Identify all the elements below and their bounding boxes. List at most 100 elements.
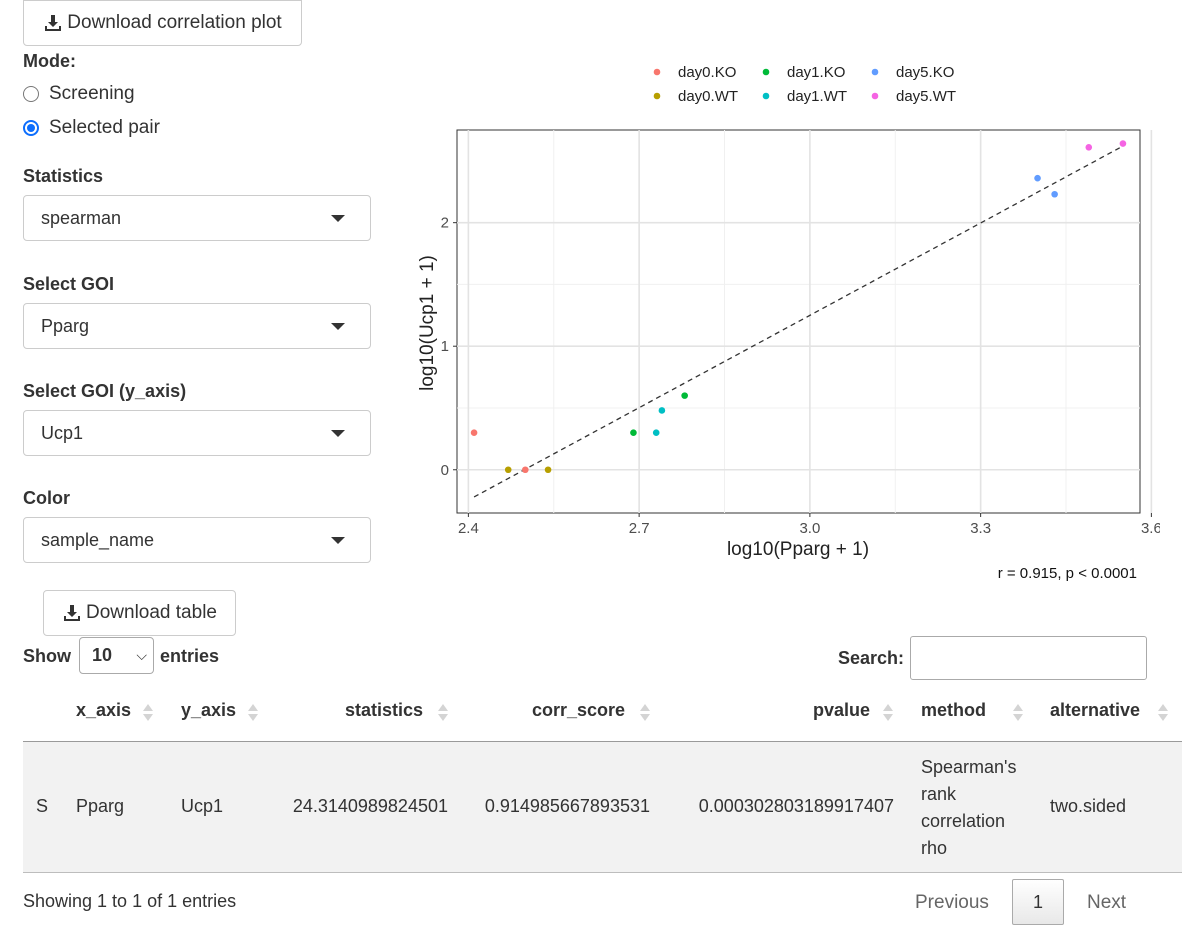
radio-screening-indicator[interactable]	[23, 86, 39, 102]
column-header-y-axis[interactable]: y_axis	[181, 700, 237, 720]
goi-select[interactable]: Pparg	[23, 303, 371, 349]
page-1-button[interactable]: 1	[1012, 879, 1064, 925]
data-point	[1051, 190, 1058, 198]
correlation-annotation: r = 0.915, p < 0.0001	[998, 565, 1137, 582]
legend-key	[762, 68, 770, 76]
cell-corr-score: 0.914985667893531	[484, 796, 650, 816]
search-label: Search:	[838, 648, 905, 668]
color-select[interactable]: sample_name	[23, 517, 371, 563]
x-tick-label: 3.0	[799, 520, 820, 537]
cell-x-axis: Pparg	[76, 796, 125, 816]
chevron-down-icon: ⌵	[136, 647, 147, 663]
column-header-x-axis[interactable]: x_axis	[76, 700, 132, 720]
cell-pvalue: 0.000302803189917407	[698, 796, 894, 816]
column-header-statistics[interactable]: statistics	[345, 700, 424, 720]
plot-panel	[456, 129, 1141, 514]
data-point	[681, 392, 688, 399]
previous-button[interactable]: Previous	[915, 892, 989, 913]
cell-y-axis: Ucp1	[181, 796, 224, 816]
legend-label: day0.KO	[678, 64, 736, 81]
cell-statistics: 24.3140989824501	[292, 796, 448, 816]
sort-icon[interactable]	[1013, 703, 1023, 723]
legend-key	[653, 92, 661, 100]
legend-label: day1.KO	[787, 64, 845, 81]
sort-icon[interactable]	[248, 703, 258, 723]
statistics-select[interactable]: spearman	[23, 195, 371, 241]
radio-selected-pair-indicator[interactable]	[23, 120, 39, 136]
data-point	[544, 466, 552, 474]
caret-down-icon	[331, 537, 345, 544]
x-tick-label: 3.6	[1141, 520, 1160, 537]
download-plot-label: Download correlation plot	[67, 12, 282, 33]
legend-key	[653, 68, 661, 76]
y-axis-label: log10(Ucp1 + 1)	[417, 255, 438, 391]
caret-down-icon	[331, 215, 345, 222]
table-info: Showing 1 to 1 of 1 entries	[23, 891, 237, 911]
correlation-plot: day0.KO day1.KO day5.KO day0.WT day1.WT day5.…	[417, 64, 1160, 582]
sort-icon[interactable]	[438, 703, 448, 723]
goi-y-select[interactable]: Ucp1	[23, 410, 371, 456]
search-input[interactable]	[910, 636, 1147, 680]
cell-alternative: two.sided	[1050, 796, 1127, 816]
goi-label: Select GOI	[23, 274, 115, 294]
caret-down-icon	[331, 323, 345, 330]
column-header-corr-score[interactable]: corr_score	[532, 700, 626, 720]
sort-icon[interactable]	[143, 703, 153, 723]
table-bottom-divider	[23, 872, 1182, 873]
legend-key	[871, 68, 879, 76]
goi-y-label: Select GOI (y_axis)	[23, 381, 187, 401]
sort-icon[interactable]	[883, 703, 893, 723]
legend-label: day0.WT	[678, 88, 738, 105]
trend-line	[473, 145, 1124, 498]
goi-value: Pparg	[41, 315, 90, 336]
column-header-method[interactable]: method	[921, 700, 986, 720]
color-label: Color	[23, 488, 70, 508]
table-header-divider	[23, 741, 1182, 742]
column-header-pvalue[interactable]: pvalue	[813, 700, 871, 720]
data-point	[1119, 140, 1127, 147]
y-tick-label: 0	[441, 462, 449, 479]
download-table-button[interactable]: Download table	[43, 590, 236, 636]
legend-label: day5.WT	[896, 88, 956, 105]
download-icon	[64, 605, 80, 621]
x-tick-label: 3.3	[970, 520, 991, 537]
radio-selected-pair[interactable]: Selected pair	[23, 117, 160, 139]
column-header-alternative[interactable]: alternative	[1050, 700, 1141, 720]
sort-icon[interactable]	[640, 703, 650, 723]
x-axis-label: log10(Pparg + 1)	[727, 539, 869, 560]
data-point	[652, 429, 660, 436]
radio-screening[interactable]: Screening	[23, 83, 135, 105]
data-point	[504, 466, 512, 474]
data-point	[658, 407, 666, 414]
data-point	[522, 466, 529, 474]
caret-down-icon	[331, 430, 345, 437]
download-plot-button[interactable]: Download correlation plot	[23, 0, 302, 46]
legend-label: day5.KO	[896, 64, 954, 81]
cell-prefix: S	[36, 796, 49, 816]
data-point	[1034, 174, 1041, 182]
points	[470, 140, 1127, 474]
mode-label: Mode:	[23, 51, 76, 71]
show-label: Show	[23, 646, 71, 666]
statistics-label: Statistics	[23, 166, 104, 186]
page-size-value: 10	[92, 645, 113, 665]
goi-y-value: Ucp1	[41, 422, 84, 443]
legend-key	[871, 92, 879, 100]
x-tick-label: 2.4	[458, 520, 479, 537]
download-icon	[45, 15, 62, 31]
color-value: sample_name	[41, 529, 155, 550]
data-point	[1085, 143, 1093, 151]
y-tick-label: 2	[441, 215, 449, 232]
download-table-label: Download table	[86, 602, 217, 623]
legend-key	[762, 92, 770, 100]
legend: day0.KO day1.KO day5.KO day0.WT day1.WT day5.…	[653, 64, 956, 105]
page-size-select[interactable]: 10 ⌵	[79, 637, 154, 674]
data-point	[470, 429, 478, 436]
table-row	[23, 742, 1182, 872]
statistics-value: spearman	[41, 207, 122, 228]
next-button[interactable]: Next	[1087, 892, 1127, 913]
x-tick-label: 2.7	[629, 520, 650, 537]
axis-ticks: 2.4 2.7 3.0 3.3 3.6 0 1 2	[441, 215, 1160, 537]
y-tick-label: 1	[441, 338, 449, 355]
sort-icon[interactable]	[1158, 703, 1168, 723]
